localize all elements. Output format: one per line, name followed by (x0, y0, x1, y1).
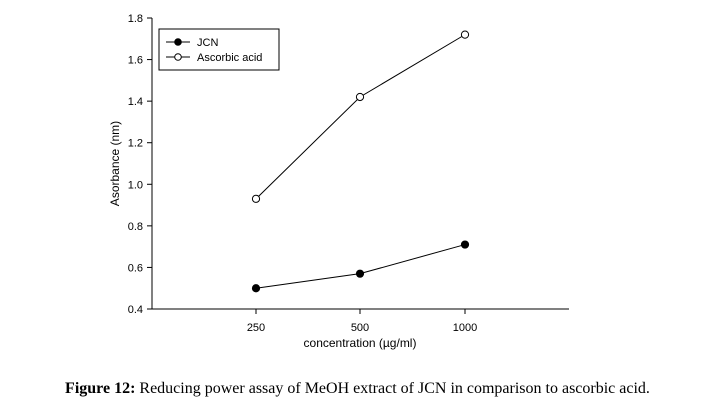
y-tick-label: 1.2 (128, 138, 143, 150)
chart: 0.4 0.6 0.8 1.0 1.2 1.4 1.6 1.8 250 500 1000 JCN A… (108, 13, 569, 350)
caption-label: Figure 12: (65, 380, 136, 397)
legend: JCN Ascorbic acid (158, 28, 280, 71)
legend-item: Ascorbic acid (166, 52, 262, 64)
series-line (255, 34, 466, 200)
data-point (460, 30, 470, 39)
x-axis: 250 500 1000 (247, 309, 477, 334)
y-tick-label: 0.6 (128, 262, 143, 274)
series-layer (251, 30, 470, 293)
data-point (355, 92, 365, 102)
y-tick-label: 1.8 (128, 13, 143, 25)
y-tick-label: 1.4 (128, 96, 143, 108)
y-tick-label: 1.0 (128, 179, 143, 191)
y-tick-label: 1.6 (128, 55, 143, 67)
series-line (255, 244, 466, 289)
caption-text: Reducing power assay of MeOH extract of … (135, 380, 650, 397)
y-axis: 0.4 0.6 0.8 1.0 1.2 1.4 1.6 1.8 (128, 13, 152, 316)
data-point (251, 194, 261, 203)
legend-item: JCN (166, 37, 218, 49)
y-tick-label: 0.8 (128, 221, 143, 233)
y-tick-label: 0.4 (128, 304, 143, 316)
figure-caption: Figure 12: Reducing power assay of MeOH … (0, 380, 715, 398)
x-tick-label: 500 (351, 322, 369, 334)
legend-marker (174, 38, 182, 46)
data-point (460, 240, 470, 249)
series-jcn (251, 240, 470, 293)
x-tick-label: 1000 (453, 322, 477, 334)
y-axis-label: Asorbance (nm) (108, 121, 122, 206)
data-point (251, 284, 261, 293)
legend-label: JCN (197, 37, 218, 49)
x-axis-label: concentration (µg/ml) (304, 336, 417, 350)
legend-marker (174, 53, 182, 61)
series-ascorbic-acid (251, 30, 470, 203)
data-point (355, 269, 365, 278)
legend-label: Ascorbic acid (197, 52, 262, 64)
x-tick-label: 250 (247, 322, 265, 334)
legend-box (158, 28, 280, 71)
